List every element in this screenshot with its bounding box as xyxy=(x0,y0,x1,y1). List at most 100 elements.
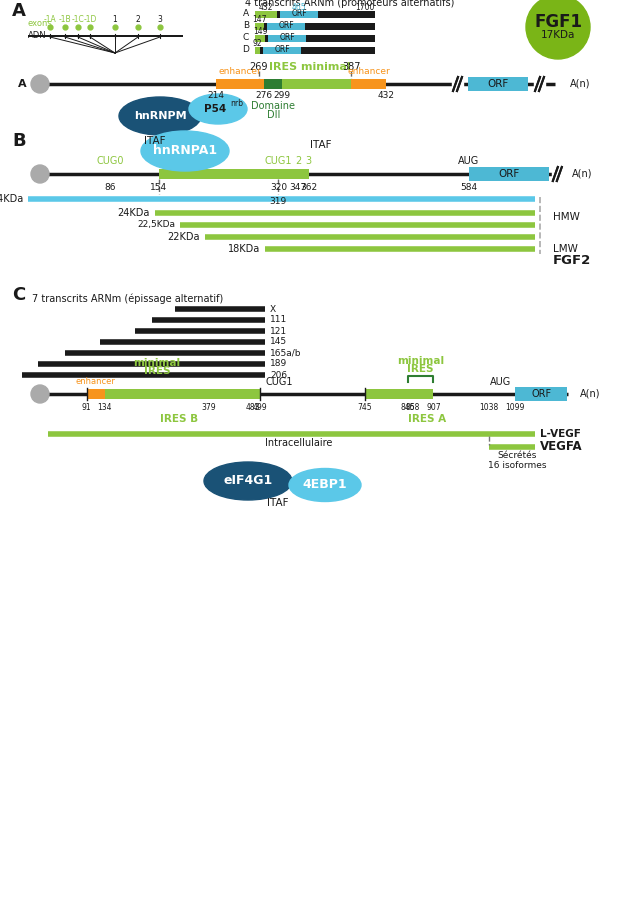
Text: 465: 465 xyxy=(292,4,307,13)
Text: 745: 745 xyxy=(357,403,372,412)
Text: 91: 91 xyxy=(82,403,91,412)
Text: 3: 3 xyxy=(306,156,312,166)
Text: 3: 3 xyxy=(158,15,163,25)
Text: 121: 121 xyxy=(270,326,287,335)
Text: nrb: nrb xyxy=(230,99,243,108)
Text: HMW: HMW xyxy=(553,212,580,222)
Text: ITAF: ITAF xyxy=(310,140,331,150)
Bar xyxy=(263,46,301,54)
Text: IRES: IRES xyxy=(407,364,434,374)
Bar xyxy=(468,77,528,91)
Text: B: B xyxy=(243,22,249,31)
Text: 347: 347 xyxy=(289,183,307,192)
Text: 1038: 1038 xyxy=(480,403,499,412)
Text: Intracellulaire: Intracellulaire xyxy=(265,438,332,448)
Bar xyxy=(469,167,549,181)
Bar xyxy=(255,35,375,42)
Text: 1700: 1700 xyxy=(355,4,375,13)
Text: Sécrétés: Sécrétés xyxy=(497,452,537,461)
Text: A: A xyxy=(243,9,249,18)
Bar xyxy=(267,23,305,29)
Bar xyxy=(216,79,265,89)
Ellipse shape xyxy=(119,97,201,135)
Text: CUG0: CUG0 xyxy=(96,156,124,166)
Bar xyxy=(255,46,375,54)
Text: -1D: -1D xyxy=(83,15,96,25)
Text: 24KDa: 24KDa xyxy=(117,208,150,218)
Text: exons: exons xyxy=(28,19,53,28)
Bar xyxy=(255,11,277,17)
Text: ORF: ORF xyxy=(531,389,551,399)
Ellipse shape xyxy=(189,94,247,124)
Text: ORF: ORF xyxy=(498,169,520,179)
Text: -1A: -1A xyxy=(44,15,56,25)
Bar xyxy=(255,35,265,42)
Text: IRES minimal: IRES minimal xyxy=(269,62,351,72)
Text: ORF: ORF xyxy=(278,22,294,31)
Text: 149: 149 xyxy=(253,27,267,36)
Text: 165a/b: 165a/b xyxy=(270,348,302,357)
Text: P54: P54 xyxy=(204,104,226,114)
Text: FGF2: FGF2 xyxy=(553,255,591,267)
Bar xyxy=(255,23,264,29)
Circle shape xyxy=(526,0,590,59)
Text: 206: 206 xyxy=(270,371,287,379)
Text: 16 isoformes: 16 isoformes xyxy=(488,461,546,470)
Bar xyxy=(159,169,309,179)
Text: 432: 432 xyxy=(378,92,395,101)
Bar xyxy=(265,79,351,89)
Text: 483: 483 xyxy=(246,403,261,412)
Bar xyxy=(268,35,306,42)
Text: 387: 387 xyxy=(342,62,360,72)
Text: 362: 362 xyxy=(300,183,318,192)
Text: 1099: 1099 xyxy=(506,403,525,412)
Text: 846: 846 xyxy=(400,403,415,412)
Text: LMW: LMW xyxy=(553,244,578,254)
Text: 499: 499 xyxy=(253,403,268,412)
Text: A(n): A(n) xyxy=(580,389,601,399)
Text: ORF: ORF xyxy=(279,34,295,43)
Text: ITAF: ITAF xyxy=(144,136,166,146)
Text: X: X xyxy=(270,305,276,314)
Bar xyxy=(87,389,105,399)
Bar xyxy=(265,79,282,89)
Text: hnRNPM: hnRNPM xyxy=(133,111,186,121)
Text: 189: 189 xyxy=(270,359,287,368)
Text: -1B: -1B xyxy=(59,15,71,25)
Text: AUG: AUG xyxy=(458,156,480,166)
Text: 7 transcrits ARNm (épissage alternatif): 7 transcrits ARNm (épissage alternatif) xyxy=(32,294,223,305)
Text: 92: 92 xyxy=(253,39,262,48)
Text: 858: 858 xyxy=(405,403,420,412)
Text: minimal: minimal xyxy=(397,356,444,366)
Text: enhancer: enhancer xyxy=(76,376,116,385)
Ellipse shape xyxy=(141,131,229,171)
Text: 276: 276 xyxy=(256,92,273,101)
Text: 319: 319 xyxy=(269,196,287,205)
Text: 432: 432 xyxy=(259,4,273,13)
Text: 214: 214 xyxy=(207,92,224,101)
Text: ORF: ORF xyxy=(488,79,509,89)
Text: minimal: minimal xyxy=(133,358,180,368)
Ellipse shape xyxy=(289,468,361,502)
Text: B: B xyxy=(12,132,25,150)
Bar xyxy=(255,46,260,54)
Text: 147: 147 xyxy=(252,15,267,25)
Text: CUG1: CUG1 xyxy=(265,377,292,387)
Text: 17KDa: 17KDa xyxy=(541,30,575,40)
Text: FGF1: FGF1 xyxy=(534,13,582,31)
Text: VEGFA: VEGFA xyxy=(540,441,583,454)
Text: D: D xyxy=(242,45,249,55)
Text: 269: 269 xyxy=(250,62,268,72)
Text: enhancer: enhancer xyxy=(347,67,390,76)
Text: ORF: ORF xyxy=(291,9,307,18)
Bar xyxy=(255,23,375,29)
Bar xyxy=(280,11,318,17)
Text: ITAF: ITAF xyxy=(267,498,289,508)
Text: 134: 134 xyxy=(98,403,112,412)
Text: 145: 145 xyxy=(270,337,287,346)
Text: 2: 2 xyxy=(135,15,140,25)
Text: IRES: IRES xyxy=(219,167,249,181)
Text: enhancer: enhancer xyxy=(219,67,261,76)
Text: 34KDa: 34KDa xyxy=(0,194,24,204)
Text: 22KDa: 22KDa xyxy=(167,232,200,242)
